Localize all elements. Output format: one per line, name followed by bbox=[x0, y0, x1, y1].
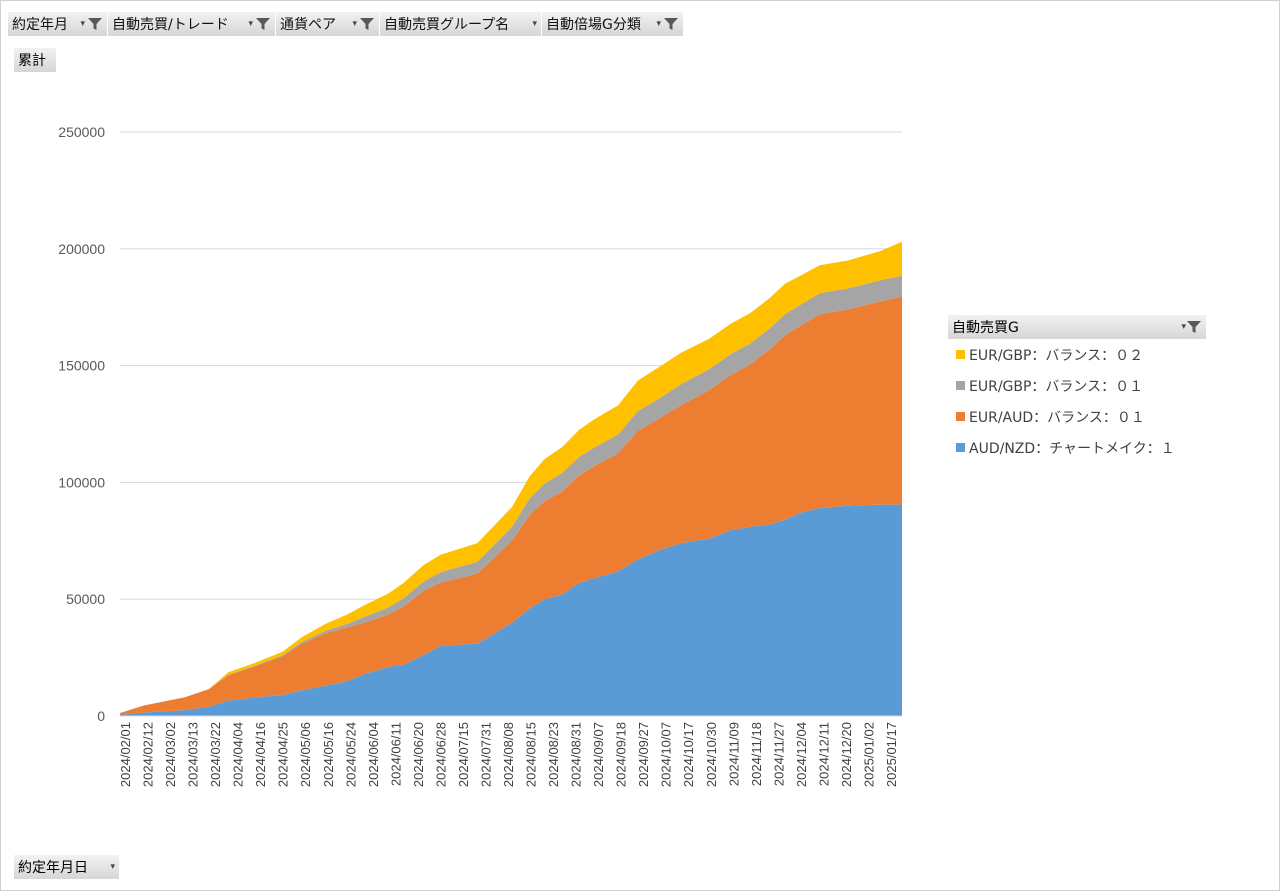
x-tick-label: 2024/09/07 bbox=[591, 722, 606, 787]
x-tick-label: 2025/01/17 bbox=[884, 722, 899, 787]
legend-item-euraud-01[interactable]: EUR/AUD：バランス：０１ bbox=[948, 401, 1206, 432]
dropdown-arrow-icon: ▾ bbox=[248, 19, 253, 29]
chart-legend: 自動売買G ▾ EUR/GBP：バランス：０２ EUR/GBP：バランス：０１ … bbox=[948, 315, 1206, 463]
legend-label: AUD/NZD：チャートメイク：１ bbox=[969, 440, 1175, 457]
funnel-icon bbox=[88, 18, 102, 30]
area-eurgbp-01 bbox=[120, 275, 902, 713]
x-tick-label: 2024/10/07 bbox=[659, 722, 674, 787]
filter-button-auto-group-name[interactable]: 自動売買グループ名 ▾ bbox=[380, 12, 542, 36]
area-euraud bbox=[120, 296, 902, 715]
area-eurgbp-02 bbox=[120, 241, 902, 714]
legend-item-eurgbp-02[interactable]: EUR/GBP：バランス：０２ bbox=[948, 339, 1206, 370]
x-tick-label: 2024/03/22 bbox=[208, 722, 223, 787]
x-tick-label: 2024/09/18 bbox=[614, 722, 629, 787]
x-tick-label: 2024/08/31 bbox=[569, 722, 584, 787]
x-tick-label: 2024/06/04 bbox=[366, 722, 381, 787]
y-tick-label: 250000 bbox=[58, 124, 105, 140]
legend-swatch bbox=[956, 381, 965, 390]
filter-label: 自動倍場G分類 bbox=[546, 17, 641, 33]
legend-swatch bbox=[956, 443, 965, 452]
y-tick-label: 50000 bbox=[66, 591, 105, 607]
filter-button-auto-group-class[interactable]: 自動倍場G分類 ▾ bbox=[542, 12, 684, 36]
legend-swatch bbox=[956, 412, 965, 421]
y-tick-label: 0 bbox=[97, 708, 105, 724]
legend-label: EUR/GBP：バランス：０１ bbox=[969, 378, 1144, 395]
funnel-icon bbox=[1187, 321, 1201, 333]
x-tick-label: 2024/11/27 bbox=[771, 722, 786, 786]
filter-label: 自動売買/トレード bbox=[112, 17, 229, 33]
y-tick-label: 150000 bbox=[58, 358, 105, 374]
x-tick-label: 2024/04/16 bbox=[253, 722, 268, 787]
report-filter-bar: 約定年月 ▾ 自動売買/トレード ▾ 通貨ペア ▾ 自動売買グループ名 ▾ 自動… bbox=[8, 12, 684, 36]
dropdown-arrow-icon: ▾ bbox=[80, 19, 85, 29]
x-tick-label: 2024/05/24 bbox=[343, 722, 358, 787]
filter-label: 通貨ペア bbox=[280, 17, 336, 33]
y-axis-ticks: 0 50000 100000 150000 200000 250000 bbox=[58, 124, 105, 724]
funnel-icon bbox=[664, 18, 678, 30]
x-tick-label: 2025/01/02 bbox=[862, 722, 877, 787]
series-areas bbox=[120, 241, 902, 717]
x-tick-label: 2024/10/17 bbox=[681, 722, 696, 787]
legend-label: EUR/GBP：バランス：０２ bbox=[969, 347, 1144, 364]
funnel-icon bbox=[360, 18, 374, 30]
x-tick-label: 2024/08/08 bbox=[501, 722, 516, 787]
values-field-button[interactable]: 累計 bbox=[14, 48, 56, 72]
y-tick-label: 100000 bbox=[58, 474, 105, 490]
dropdown-arrow-icon: ▾ bbox=[532, 19, 537, 29]
x-tick-label: 2024/08/15 bbox=[524, 722, 539, 787]
x-tick-label: 2024/05/16 bbox=[321, 722, 336, 787]
x-tick-label: 2024/02/12 bbox=[141, 722, 156, 787]
y-tick-label: 200000 bbox=[58, 241, 105, 257]
dropdown-arrow-icon: ▾ bbox=[656, 19, 661, 29]
dropdown-arrow-icon: ▾ bbox=[352, 19, 357, 29]
x-tick-label: 2024/04/25 bbox=[276, 722, 291, 787]
x-tick-label: 2024/02/01 bbox=[118, 722, 133, 787]
funnel-icon bbox=[256, 18, 270, 30]
filter-label: 自動売買グループ名 bbox=[384, 17, 510, 33]
x-tick-label: 2024/10/30 bbox=[704, 722, 719, 787]
x-tick-label: 2024/05/06 bbox=[298, 722, 313, 787]
x-tick-label: 2024/06/11 bbox=[388, 722, 403, 786]
legend-label: EUR/AUD：バランス：０１ bbox=[969, 409, 1145, 426]
legend-item-eurgbp-01[interactable]: EUR/GBP：バランス：０１ bbox=[948, 370, 1206, 401]
dropdown-arrow-icon: ▾ bbox=[1181, 322, 1186, 332]
dropdown-arrow-icon: ▾ bbox=[110, 862, 115, 872]
x-tick-label: 2024/06/28 bbox=[433, 722, 448, 787]
x-tick-label: 2024/12/04 bbox=[794, 722, 809, 787]
x-tick-label: 2024/09/27 bbox=[636, 722, 651, 787]
legend-field-button[interactable]: 自動売買G ▾ bbox=[948, 315, 1206, 339]
x-tick-label: 2024/11/18 bbox=[749, 722, 764, 786]
legend-field-label: 自動売買G bbox=[952, 320, 1019, 336]
axis-field-button[interactable]: 約定年月日 ▾ bbox=[14, 855, 119, 879]
x-tick-label: 2024/03/02 bbox=[163, 722, 178, 787]
filter-button-contract-month[interactable]: 約定年月 ▾ bbox=[8, 12, 108, 36]
x-tick-label: 2024/11/09 bbox=[726, 722, 741, 786]
x-tick-label: 2024/12/20 bbox=[839, 722, 854, 787]
area-audnzd bbox=[120, 504, 902, 716]
legend-swatch bbox=[956, 350, 965, 359]
filter-button-auto-trade[interactable]: 自動売買/トレード ▾ bbox=[108, 12, 276, 36]
x-tick-label: 2024/07/31 bbox=[479, 722, 494, 787]
x-tick-label: 2024/08/23 bbox=[546, 722, 561, 787]
filter-button-currency-pair[interactable]: 通貨ペア ▾ bbox=[276, 12, 380, 36]
x-tick-label: 2024/07/15 bbox=[456, 722, 471, 787]
legend-item-audnzd-1[interactable]: AUD/NZD：チャートメイク：１ bbox=[948, 432, 1206, 463]
x-tick-label: 2024/04/04 bbox=[231, 722, 246, 787]
axis-field-label: 約定年月日 bbox=[18, 860, 88, 876]
x-tick-label: 2024/12/11 bbox=[816, 722, 831, 786]
x-tick-label: 2024/06/20 bbox=[411, 722, 426, 787]
filter-label: 約定年月 bbox=[12, 17, 68, 33]
x-tick-label: 2024/03/13 bbox=[186, 722, 201, 787]
x-axis-ticks: 2024/02/01 2024/02/12 2024/03/02 2024/03/13… bbox=[118, 722, 899, 787]
